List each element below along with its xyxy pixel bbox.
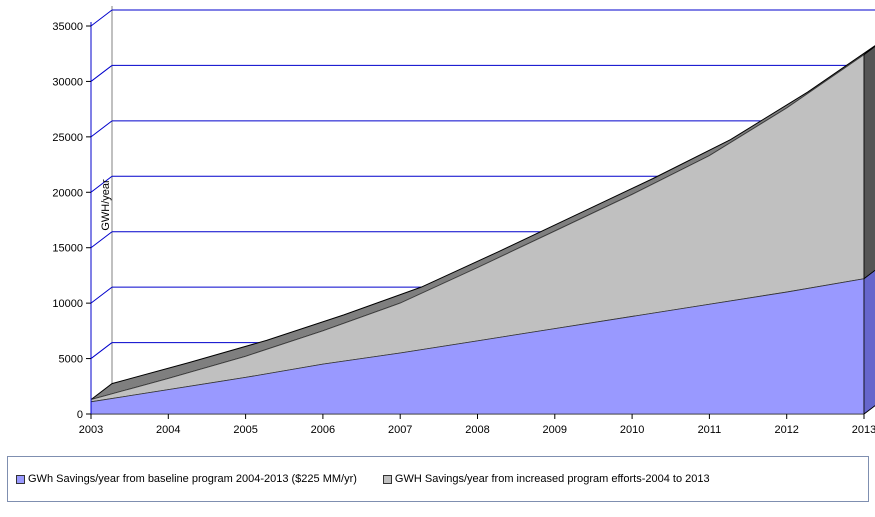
legend-label-increased: GWH Savings/year from increased program … xyxy=(394,473,710,485)
y-tick-label: 30000 xyxy=(52,76,83,88)
gridline-side xyxy=(90,342,113,359)
legend-label-baseline: GWh Savings/year from baseline program 2… xyxy=(28,473,357,485)
legend-entry-baseline: GWh Savings/year from baseline program 2… xyxy=(16,473,357,485)
gridline-side xyxy=(90,120,113,138)
gridline-side xyxy=(90,175,113,193)
x-tick-label: 2006 xyxy=(311,424,335,436)
legend: GWh Savings/year from baseline program 2… xyxy=(7,456,869,502)
chart-svg: 0 5000 10000 15000 20000 25000 30000 35000 2003 2… xyxy=(52,6,875,436)
y-tick-label: 15000 xyxy=(52,243,83,255)
gridline-side xyxy=(90,65,113,82)
legend-entry-increased: GWH Savings/year from increased program … xyxy=(382,473,710,485)
x-tick-label: 2011 xyxy=(698,424,722,436)
gridline-side xyxy=(90,9,113,27)
x-tick-label: 2003 xyxy=(79,424,103,436)
y-tick-label: 25000 xyxy=(52,132,83,144)
x-tick-label: 2009 xyxy=(543,424,567,436)
y-tick-label: 5000 xyxy=(59,354,83,366)
x-tick-label: 2013 xyxy=(852,424,875,436)
y-tick-label: 0 xyxy=(77,409,83,421)
area-side-baseline xyxy=(863,269,875,415)
x-tick-label: 2005 xyxy=(233,424,257,436)
legend-swatch-increased xyxy=(382,474,392,484)
x-tick-label: 2008 xyxy=(465,424,489,436)
y-tick-label: 20000 xyxy=(52,187,83,199)
x-tick-label: 2010 xyxy=(620,424,644,436)
gridline-side xyxy=(90,286,113,304)
x-tick-label: 2004 xyxy=(156,424,180,436)
area-side-increased xyxy=(863,45,875,280)
x-tick-label: 2007 xyxy=(388,424,412,436)
x-tick-label: 2012 xyxy=(774,424,798,436)
y-tick-label: 10000 xyxy=(52,298,83,310)
y-tick-label: 35000 xyxy=(52,21,83,33)
gridline-side xyxy=(90,231,113,249)
legend-swatch-baseline xyxy=(16,474,25,484)
chart: 0 5000 10000 15000 20000 25000 30000 35000 2003 2… xyxy=(52,6,875,436)
y-axis-title: GWH/year xyxy=(100,179,112,231)
